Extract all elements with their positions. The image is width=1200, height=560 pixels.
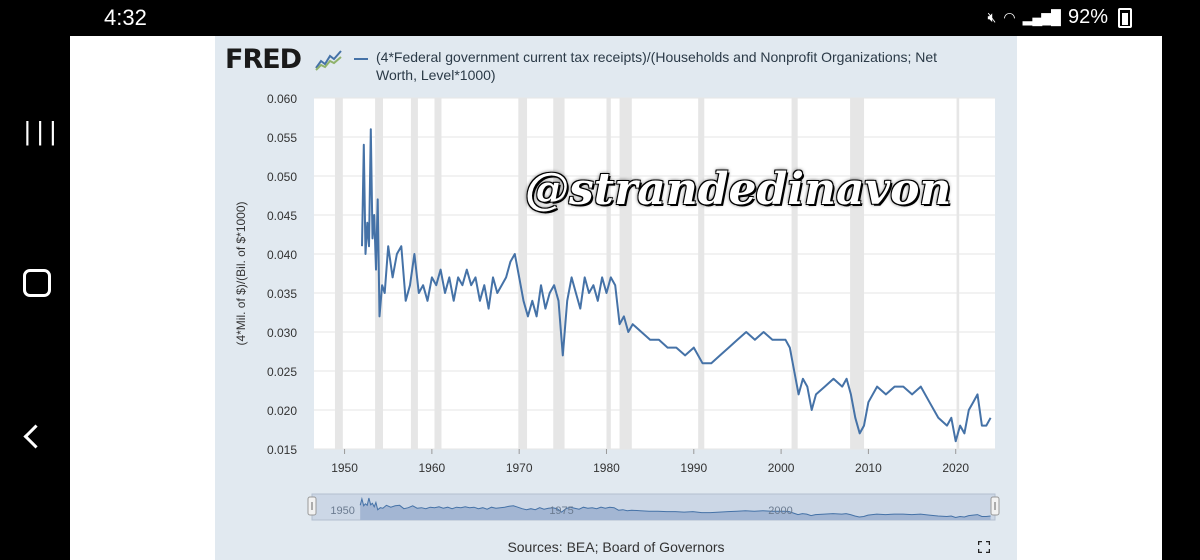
recession-shade <box>791 98 798 449</box>
y-tick-label: 0.035 <box>267 287 297 301</box>
navigator-line <box>359 496 991 519</box>
y-tick-label: 0.030 <box>267 326 297 340</box>
recession-shade <box>698 98 705 449</box>
x-tick-label: 2020 <box>942 461 969 475</box>
y-tick-label: 0.040 <box>267 248 297 262</box>
sources-footer: Sources: BEA; Board of Governors <box>507 539 725 555</box>
legend-line-swatch <box>354 58 368 60</box>
x-tick-label: 1980 <box>593 461 620 475</box>
status-time: 4:32 <box>104 5 147 30</box>
x-tick-label: 1950 <box>331 461 358 475</box>
x-tick-label: 1990 <box>680 461 707 475</box>
x-tick-label: 2010 <box>855 461 882 475</box>
x-tick-label: 1960 <box>419 461 446 475</box>
recession-shade <box>434 98 442 449</box>
watermark: @strandedinavon <box>525 164 952 215</box>
signal-icon: ▂▄▆█ <box>1022 9 1061 25</box>
wifi-icon: ◠ <box>1003 9 1015 25</box>
status-icons: 🔇︎ ◠ ▂▄▆█ 92% <box>988 6 1132 29</box>
recession-shade <box>850 98 865 449</box>
chart-svg: 0.015 0.020 0.025 0.030 0.035 0.040 0.045 0.050… <box>234 92 1000 521</box>
recents-button[interactable]: ||| <box>24 116 63 146</box>
recession-shade <box>410 98 418 449</box>
y-tick-label: 0.055 <box>267 131 297 145</box>
recession-shade <box>518 98 528 449</box>
recession-shade <box>956 98 960 449</box>
recession-shade <box>553 98 565 449</box>
series-line <box>361 128 992 443</box>
y-axis-label: (4*Mil. of $)/(Bil. of $*1000) <box>234 201 248 345</box>
home-button[interactable] <box>23 269 51 297</box>
recession-shade <box>334 98 343 449</box>
status-bar: 4:32 🔇︎ ◠ ▂▄▆█ 92% <box>0 0 1200 36</box>
app-screen: FRED (4*Federal government current tax r… <box>70 36 1162 560</box>
y-tick-label: 0.020 <box>267 404 297 418</box>
navigator-label: 1950 <box>330 505 354 517</box>
navigator-area <box>360 498 991 520</box>
x-tick-label: 1970 <box>506 461 533 475</box>
system-nav-bar: ||| <box>0 36 70 560</box>
battery-icon <box>1118 7 1132 28</box>
navigator-label: 1975 <box>549 505 573 517</box>
legend-series-title: (4*Federal government current tax receip… <box>376 49 938 83</box>
y-tick-label: 0.015 <box>267 443 297 457</box>
battery-percent: 92% <box>1067 6 1108 28</box>
recession-shade <box>606 98 611 449</box>
fred-sparkline-icon <box>315 50 342 71</box>
fred-logo: FRED <box>225 44 302 75</box>
y-tick-label: 0.050 <box>267 170 297 184</box>
y-tick-label: 0.045 <box>267 209 297 223</box>
back-button[interactable] <box>23 424 48 449</box>
recession-shade <box>619 98 632 449</box>
navigator-label: 2000 <box>768 505 792 517</box>
right-edge-bar <box>1162 36 1200 560</box>
fred-chart-panel: FRED (4*Federal government current tax r… <box>215 36 1017 560</box>
x-tick-label: 2000 <box>768 461 795 475</box>
y-tick-label: 0.025 <box>267 365 297 379</box>
mute-icon: 🔇︎ <box>987 9 997 25</box>
y-tick-label: 0.060 <box>267 92 297 106</box>
fullscreen-icon[interactable] <box>978 541 990 553</box>
